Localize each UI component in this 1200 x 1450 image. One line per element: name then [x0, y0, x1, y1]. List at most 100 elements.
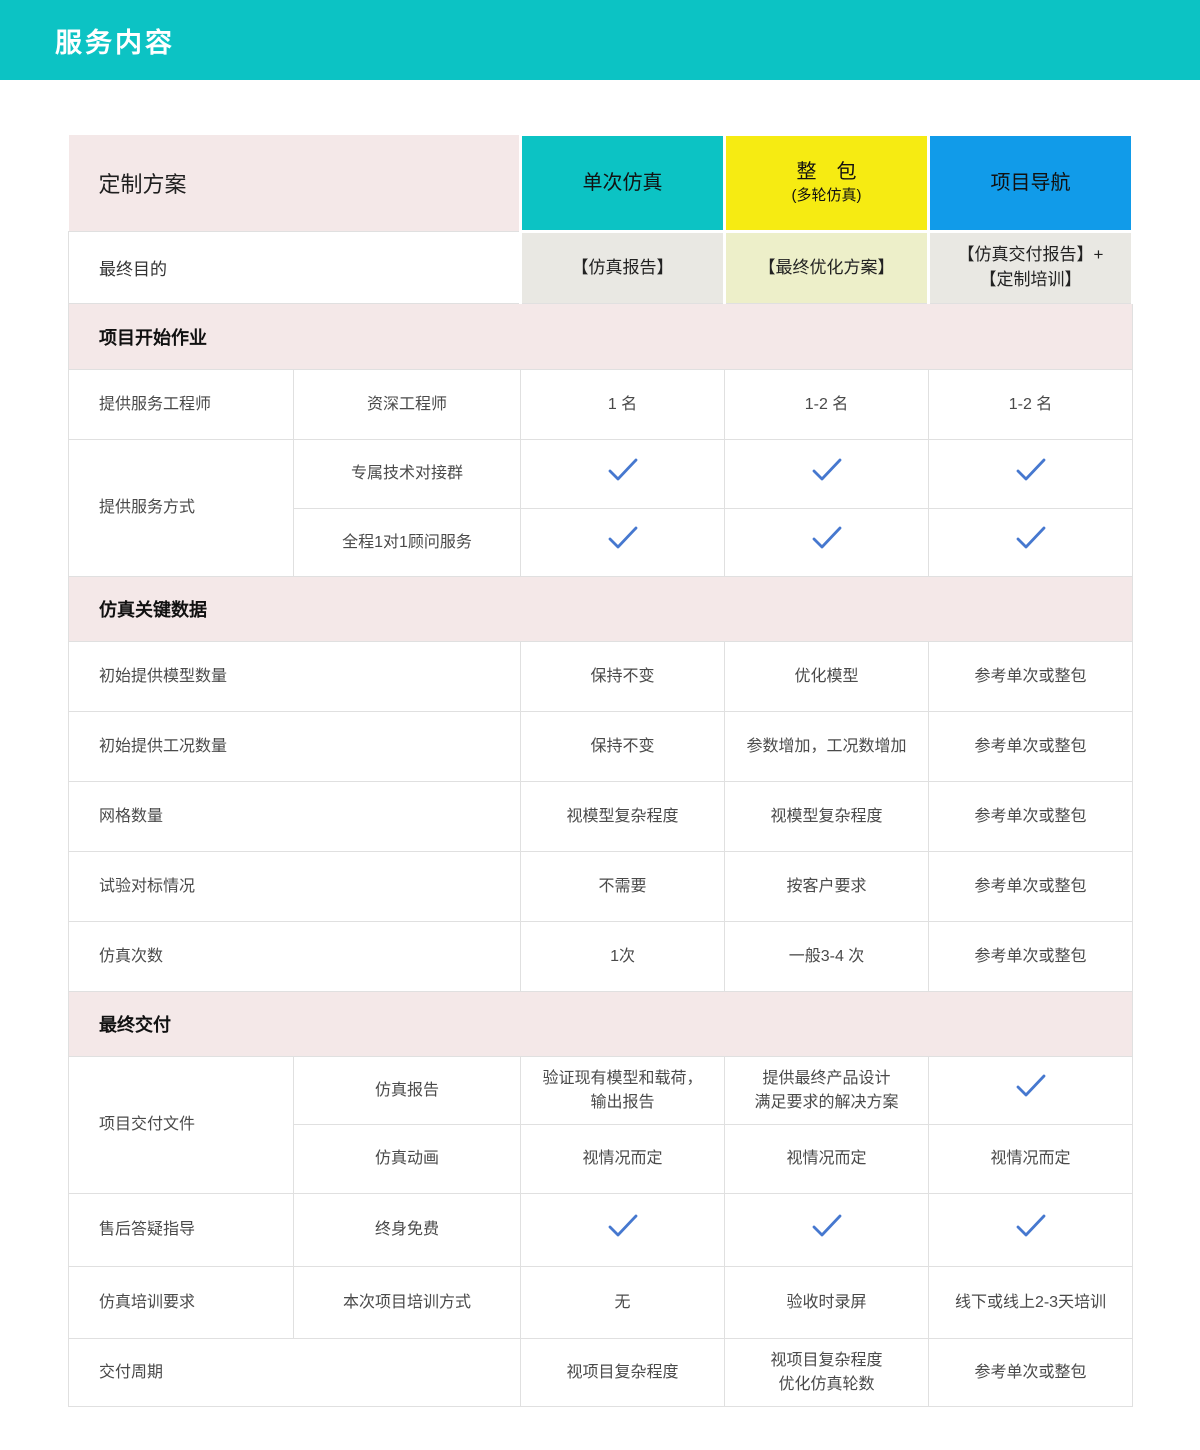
cell-condition-count-label: 初始提供工况数量 — [67, 711, 522, 782]
cell-condition-count-nav: 参考单次或整包 — [928, 711, 1134, 782]
cell-cycle-package: 视项目复杂程度 优化仿真轮数 — [724, 1338, 930, 1407]
cell-after-sales-label: 售后答疑指导 — [68, 1193, 294, 1267]
cell-purpose-nav-line2: 【定制培训】 — [979, 270, 1082, 289]
cell-after-sales-package — [724, 1193, 930, 1267]
row-delivery-cycle: 交付周期 视项目复杂程度 视项目复杂程度 优化仿真轮数 参考单次或整包 — [67, 1338, 1134, 1407]
cell-service-mode1-package — [724, 439, 930, 509]
cell-delivery-files-label: 项目交付文件 — [68, 1056, 294, 1194]
column-header-custom-plan: 定制方案 — [68, 134, 521, 232]
cell-training-package: 验收时录屏 — [724, 1266, 930, 1339]
cell-delivery-files-sub1: 仿真报告 — [292, 1056, 522, 1125]
cell-engineer-single: 1 名 — [520, 369, 726, 440]
cell-purpose-nav: 【仿真交付报告】+ 【定制培训】 — [927, 230, 1135, 304]
cell-service-mode1-single — [520, 439, 726, 509]
row-delivery-files-report: 项目交付文件 仿真报告 验证现有模型和载荷， 输出报告 提供最终产品设计 满足要… — [68, 1056, 1134, 1194]
cell-sim-count-package: 一般3-4 次 — [724, 921, 930, 992]
cell-service-mode-sub1: 专属技术对接群 — [292, 439, 522, 509]
row-engineer: 提供服务工程师 资深工程师 1 名 1-2 名 1-2 名 — [68, 369, 1134, 440]
column-header-single-simulation: 单次仿真 — [519, 133, 727, 233]
cell-mesh-count-label: 网格数量 — [67, 781, 522, 852]
cell-mesh-count-package: 视模型复杂程度 — [724, 781, 930, 852]
cell-condition-count-package: 参数增加，工况数增加 — [724, 711, 930, 782]
cell-benchmark-nav: 参考单次或整包 — [928, 851, 1134, 922]
cell-cycle-package-line2: 优化仿真轮数 — [778, 1375, 875, 1393]
cell-anim-single: 视情况而定 — [520, 1124, 726, 1194]
section-header-project-start: 项目开始作业 — [67, 303, 1134, 370]
check-icon — [810, 525, 844, 552]
cell-sim-count-label: 仿真次数 — [67, 921, 522, 992]
cell-training-nav: 线下或线上2-3天培训 — [928, 1266, 1134, 1339]
section-title: 项目开始作业 — [67, 303, 1134, 370]
cell-cycle-label: 交付周期 — [67, 1338, 522, 1407]
cell-report-nav — [928, 1056, 1134, 1125]
row-after-sales: 售后答疑指导 终身免费 — [68, 1193, 1134, 1267]
cell-purpose-label: 最终目的 — [67, 231, 522, 304]
section-header-delivery: 最终交付 — [67, 991, 1134, 1057]
cell-service-mode2-package — [724, 508, 930, 577]
cell-training-label: 仿真培训要求 — [68, 1266, 294, 1339]
check-icon — [1014, 1213, 1048, 1240]
cell-model-count-single: 保持不变 — [520, 641, 726, 712]
row-service-mode-group: 提供服务方式 专属技术对接群 — [68, 439, 1134, 577]
check-icon — [810, 457, 844, 484]
column-header-project-navigation: 项目导航 — [927, 133, 1135, 233]
cell-after-sales-nav — [928, 1193, 1134, 1267]
cell-delivery-files-sub2: 仿真动画 — [292, 1124, 522, 1194]
check-icon — [1014, 525, 1048, 552]
cell-service-mode-label: 提供服务方式 — [68, 439, 294, 577]
plan-label: 整 包 — [796, 161, 857, 184]
cell-sim-count-nav: 参考单次或整包 — [928, 921, 1134, 992]
check-icon — [1014, 457, 1048, 484]
cell-cycle-single: 视项目复杂程度 — [520, 1338, 726, 1407]
cell-report-single: 验证现有模型和载荷， 输出报告 — [520, 1056, 726, 1125]
row-sim-count: 仿真次数 1次 一般3-4 次 参考单次或整包 — [67, 921, 1134, 992]
cell-sim-count-single: 1次 — [520, 921, 726, 992]
section-title: 仿真关键数据 — [67, 576, 1134, 642]
row-model-count: 初始提供模型数量 保持不变 优化模型 参考单次或整包 — [67, 641, 1134, 712]
check-icon — [606, 525, 640, 552]
cell-purpose-package: 【最终优化方案】 — [723, 230, 931, 304]
service-comparison-table: 定制方案 单次仿真 整 包 (多轮仿真) 项目导航 最终目的 【仿真报告】 【最… — [67, 133, 1135, 1407]
cell-model-count-nav: 参考单次或整包 — [928, 641, 1134, 712]
check-icon — [810, 1213, 844, 1240]
cell-purpose-single: 【仿真报告】 — [519, 230, 727, 304]
cell-after-sales-sub: 终身免费 — [292, 1193, 522, 1267]
table-header-row: 定制方案 单次仿真 整 包 (多轮仿真) 项目导航 — [68, 133, 1135, 233]
cell-purpose-nav-line1: 【仿真交付报告】+ — [957, 245, 1104, 265]
row-service-mode-2: 全程1对1顾问服务 — [69, 508, 1134, 577]
cell-mesh-count-single: 视模型复杂程度 — [520, 781, 726, 852]
cell-engineer-label: 提供服务工程师 — [68, 369, 294, 440]
cell-report-package: 提供最终产品设计 满足要求的解决方案 — [724, 1056, 930, 1125]
row-condition-count: 初始提供工况数量 保持不变 参数增加，工况数增加 参考单次或整包 — [67, 711, 1134, 782]
cell-benchmark-single: 不需要 — [520, 851, 726, 922]
cell-service-mode1-nav — [928, 439, 1134, 509]
page-header: 服务内容 — [0, 0, 1200, 80]
plan-label: 单次仿真 — [582, 171, 663, 194]
cell-anim-nav: 视情况而定 — [928, 1124, 1134, 1194]
cell-model-count-package: 优化模型 — [724, 641, 930, 712]
cell-mesh-count-nav: 参考单次或整包 — [928, 781, 1134, 852]
cell-anim-package: 视情况而定 — [724, 1124, 930, 1194]
cell-cycle-package-line1: 视项目复杂程度 — [770, 1351, 883, 1369]
cell-benchmark-label: 试验对标情况 — [67, 851, 522, 922]
cell-model-count-label: 初始提供模型数量 — [67, 641, 522, 712]
cell-training-sub: 本次项目培训方式 — [292, 1266, 522, 1339]
cell-service-mode2-nav — [928, 508, 1134, 577]
section-title: 最终交付 — [67, 991, 1134, 1057]
cell-engineer-package: 1-2 名 — [724, 369, 930, 440]
cell-report-single-line2: 输出报告 — [590, 1093, 655, 1111]
section-header-key-data: 仿真关键数据 — [67, 576, 1134, 642]
row-training: 仿真培训要求 本次项目培训方式 无 验收时录屏 线下或线上2-3天培训 — [68, 1266, 1134, 1339]
column-header-full-package: 整 包 (多轮仿真) — [723, 133, 931, 233]
cell-report-single-line1: 验证现有模型和载荷， — [542, 1069, 703, 1087]
cell-report-package-line2: 满足要求的解决方案 — [754, 1093, 899, 1111]
check-icon — [606, 457, 640, 484]
cell-engineer-nav: 1-2 名 — [928, 369, 1134, 440]
row-benchmark: 试验对标情况 不需要 按客户要求 参考单次或整包 — [67, 851, 1134, 922]
cell-service-mode2-single — [520, 508, 726, 577]
cell-report-package-line1: 提供最终产品设计 — [762, 1069, 891, 1087]
cell-cycle-nav: 参考单次或整包 — [928, 1338, 1134, 1407]
cell-service-mode-sub2: 全程1对1顾问服务 — [292, 508, 522, 577]
plan-label: 项目导航 — [990, 171, 1071, 194]
row-final-purpose: 最终目的 【仿真报告】 【最终优化方案】 【仿真交付报告】+ 【定制培训】 — [67, 230, 1135, 304]
